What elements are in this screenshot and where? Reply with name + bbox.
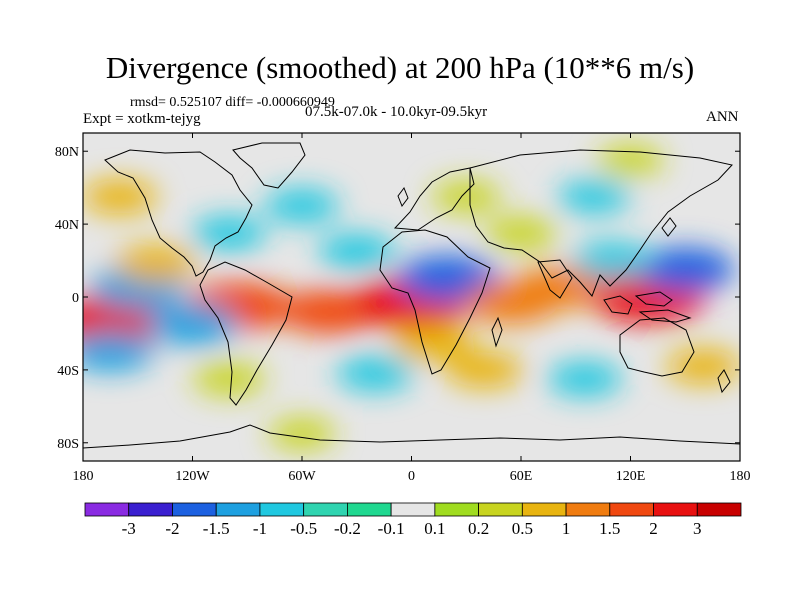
x-tick-label: 0 — [408, 469, 415, 484]
colorbar-label: -1 — [253, 519, 267, 538]
experiment-label: Expt = xotkm-tejyg — [83, 111, 201, 127]
coastline-antarctica — [83, 424, 740, 449]
coastline-australia — [619, 317, 695, 377]
divergence-blob-13 — [572, 242, 652, 279]
colorbar-label: -0.5 — [290, 519, 317, 538]
colorbar-swatch — [215, 502, 261, 517]
divergence-blob-18 — [83, 179, 157, 214]
colorbar-swatch — [609, 502, 654, 517]
divergence-blob-22 — [191, 216, 267, 251]
divergence-blob-16 — [83, 332, 154, 372]
divergence-blob-20 — [431, 180, 502, 213]
x-tick-label: 180 — [730, 469, 751, 484]
y-tick-label: 40S — [57, 364, 79, 379]
divergence-blob-26 — [547, 362, 623, 396]
divergence-blob-21 — [558, 180, 630, 214]
colorbar-label: 0.1 — [424, 519, 445, 538]
coastline-madagascar — [491, 316, 503, 348]
divergence-blob-27 — [268, 418, 336, 450]
colorbar-label: -1.5 — [203, 519, 230, 538]
coastline-south-america — [199, 261, 293, 406]
colorbar-label: 0.5 — [512, 519, 533, 538]
y-tick-label: 0 — [72, 291, 79, 306]
divergence-blob-14 — [446, 352, 523, 388]
coastline-new-zealand — [717, 369, 731, 394]
colorbar-swatch — [172, 502, 217, 517]
colorbar-label: -3 — [122, 519, 136, 538]
colorbar-swatch — [303, 502, 348, 517]
coastline-africa — [379, 229, 491, 375]
season-label: ANN — [706, 109, 739, 125]
divergence-blob-17 — [666, 349, 740, 384]
divergence-blob-23 — [485, 216, 557, 250]
colorbar-swatch — [346, 502, 392, 517]
map-title: Divergence (smoothed) at 200 hPa (10**6 … — [105, 50, 695, 85]
colorbar-swatch — [696, 502, 742, 517]
divergence-blob-8 — [392, 324, 475, 362]
x-tick-label: 120W — [175, 469, 210, 484]
divergence-blob-12 — [636, 247, 735, 292]
stats-text: rmsd= 0.525107 diff= -0.000660949 — [130, 95, 335, 110]
colorbar-label: -2 — [165, 519, 179, 538]
divergence-blob-19 — [264, 188, 340, 223]
colorbar-swatch — [128, 502, 173, 517]
coastline-north-america — [104, 149, 253, 277]
divergence-blob-25 — [193, 362, 265, 396]
colorbar-swatch — [390, 502, 436, 517]
colorbar-label: 2 — [649, 519, 658, 538]
coastline-british-isles — [397, 186, 409, 208]
coastline-europe — [393, 167, 475, 231]
coastlines — [83, 142, 740, 449]
colorbar-label: 1.5 — [599, 519, 620, 538]
colorbar-swatch — [521, 502, 567, 517]
colorbar-swatch — [565, 502, 611, 517]
coastline-asia — [469, 149, 733, 297]
y-tick-label: 40N — [55, 218, 79, 233]
colorbar-label: 0.2 — [468, 519, 489, 538]
divergence-blob-15 — [336, 356, 414, 392]
x-tick-label: 120E — [616, 469, 646, 484]
axis-ticks: 180 120W 60W 0 60E 120E 180 80N 40N 0 40S 80S — [55, 133, 751, 484]
x-tick-label: 60E — [510, 469, 533, 484]
period-label: 07.5k-07.0k - 10.0kyr-09.5kyr — [305, 104, 488, 120]
coastline-greenland — [232, 142, 306, 189]
y-tick-label: 80S — [57, 437, 79, 452]
colorbar-swatch — [259, 502, 305, 517]
colorbar-swatch — [434, 502, 480, 517]
divergence-blob-10 — [511, 267, 604, 309]
coastline-india — [537, 259, 573, 299]
divergence-blob-28 — [596, 144, 665, 176]
colorbar-label: 1 — [562, 519, 571, 538]
colorbar-label: -0.2 — [334, 519, 361, 538]
colorbar-swatch — [478, 502, 523, 517]
colorbar-swatch — [653, 502, 698, 517]
colorbar-label: 3 — [693, 519, 702, 538]
colorbar-swatch — [84, 502, 130, 517]
x-tick-label: 60W — [288, 469, 316, 484]
coastline-japan — [661, 217, 677, 237]
colorbar-label: -0.1 — [378, 519, 405, 538]
divergence-blob-24 — [318, 233, 396, 269]
x-tick-label: 180 — [73, 469, 94, 484]
colorbar: -3 -2 -1.5 -1 -0.5 -0.2 -0.1 0.1 0.2 0.5 1 1.5 2 3 — [84, 502, 742, 538]
y-tick-label: 80N — [55, 145, 79, 160]
divergence-blob-4 — [115, 245, 197, 283]
divergence-blob-3 — [146, 303, 239, 345]
